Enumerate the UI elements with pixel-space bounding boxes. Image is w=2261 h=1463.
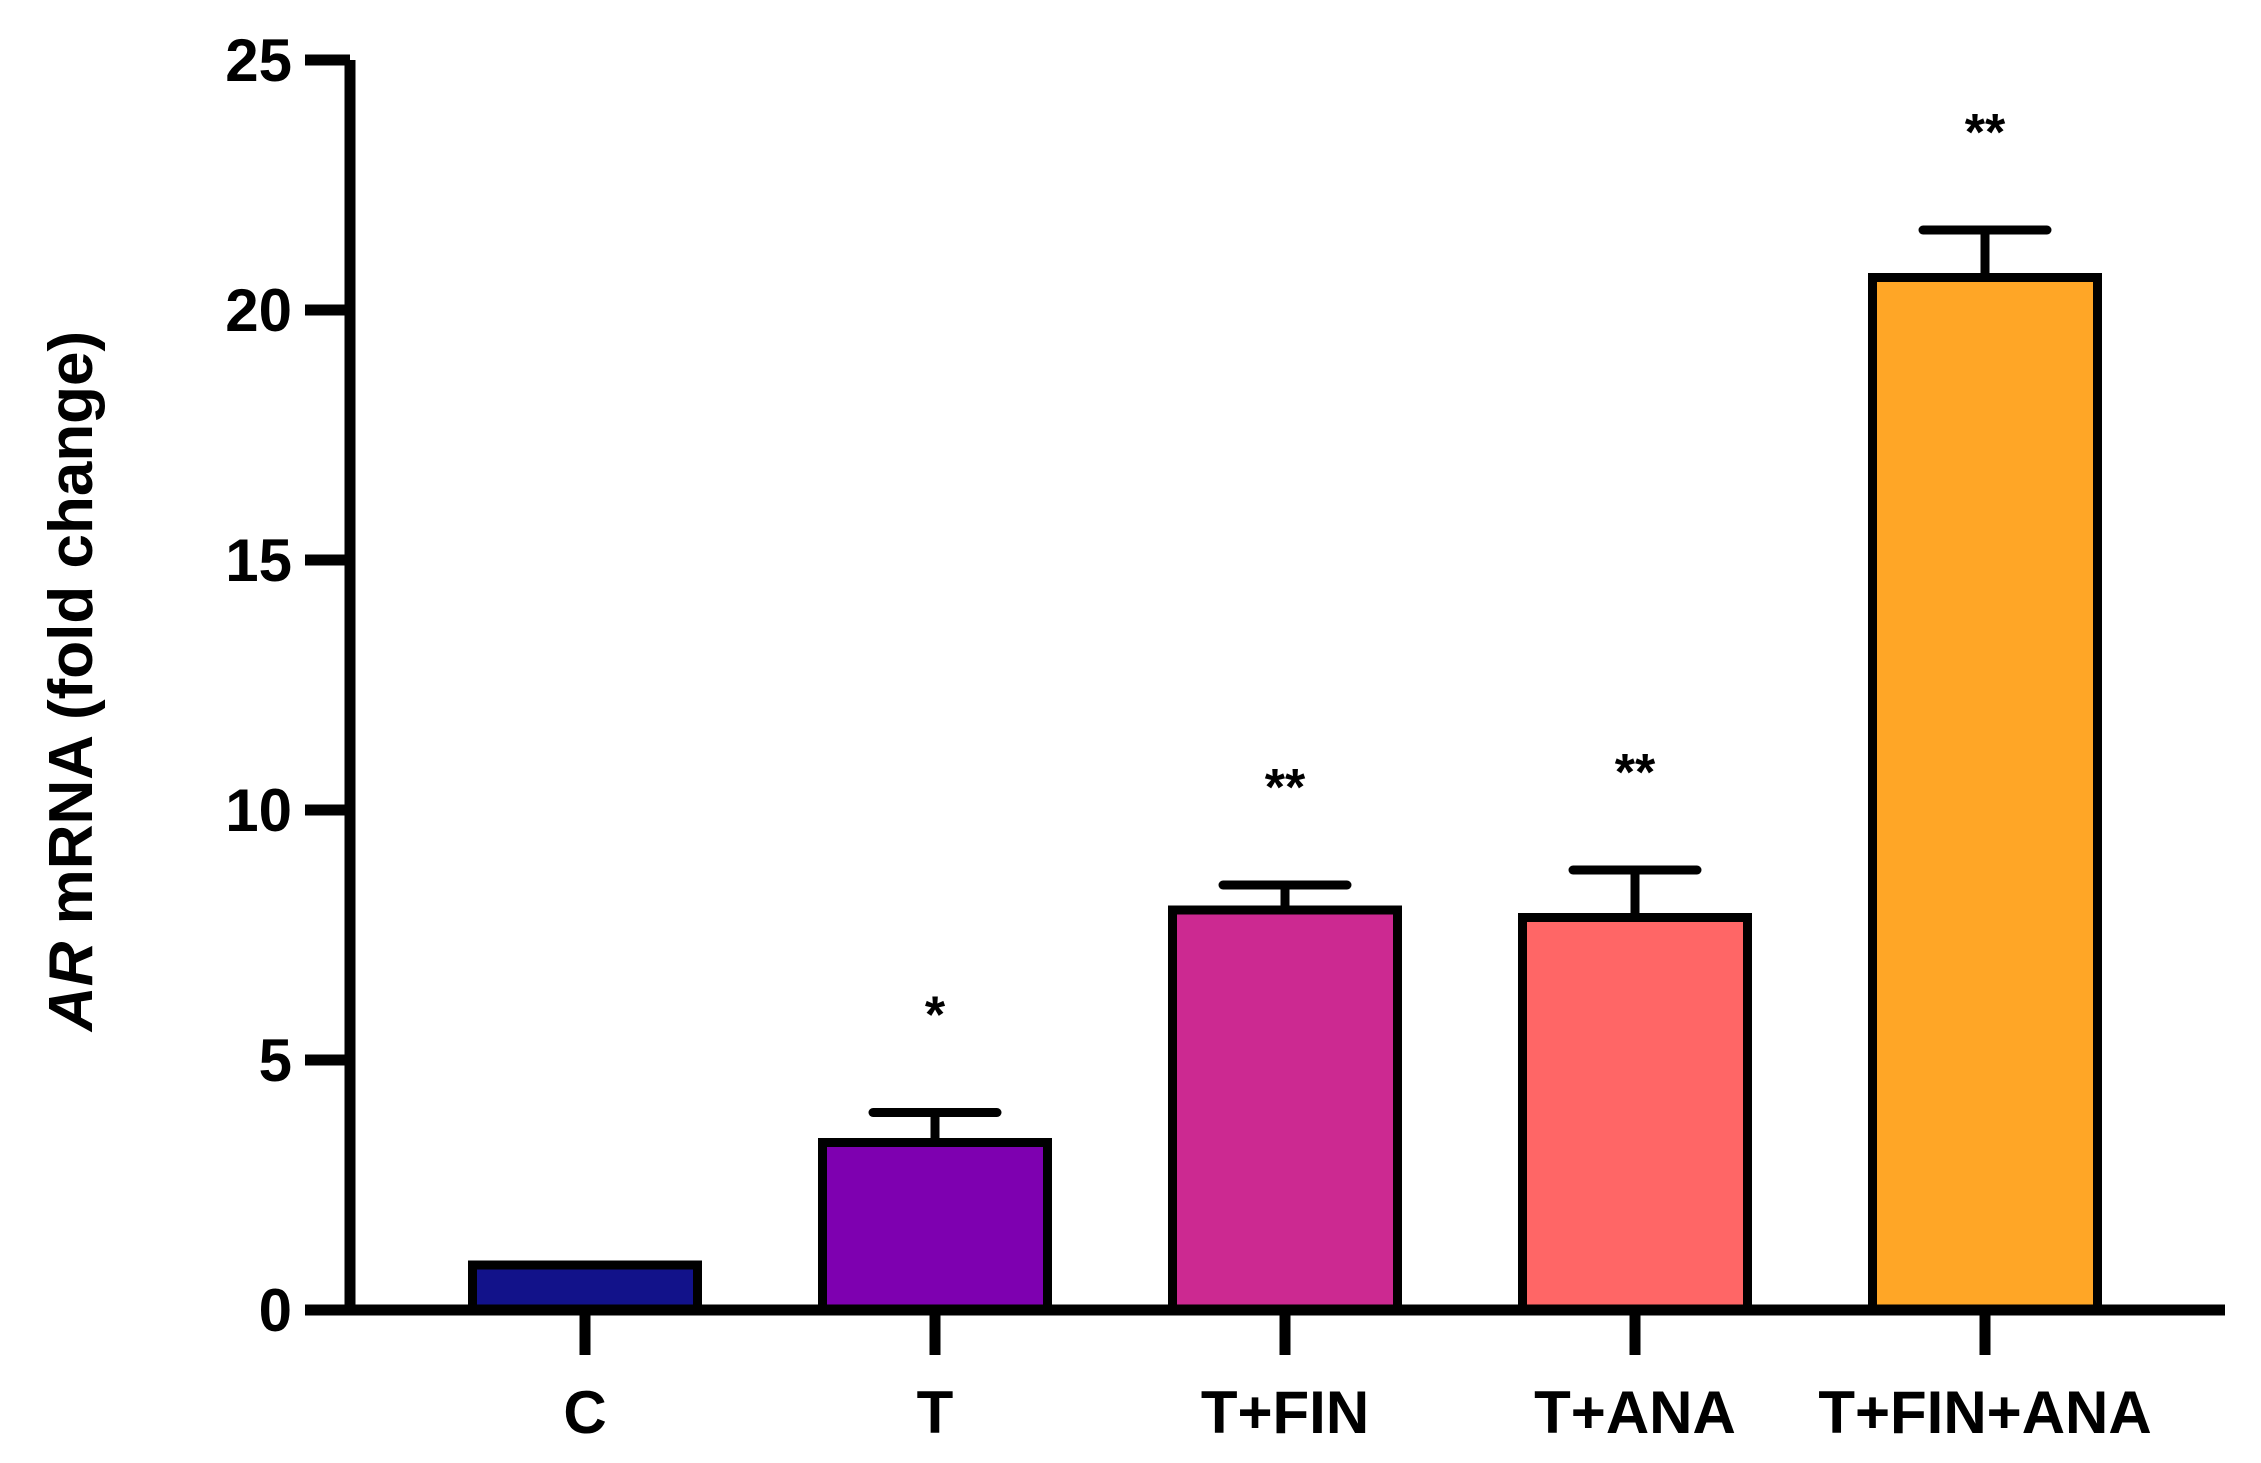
y-tick-label-3: 15 (225, 527, 292, 594)
y-axis-label-text: mRNA (fold change) (37, 331, 106, 942)
bars-layer (468, 225, 2102, 1315)
svg-text:AR mRNA (fold change): AR mRNA (fold change) (37, 331, 106, 1033)
y-tick-label-5: 25 (225, 27, 292, 94)
bar-1 (818, 1138, 1052, 1315)
axes-layer (305, 54, 2225, 1355)
y-tick-label-4: 20 (225, 277, 292, 344)
y-tick-label-2: 10 (225, 777, 292, 844)
bar-2 (1168, 905, 1402, 1315)
labels-layer: C * T ** T+FIN ** T+ANA ** T+FIN+ANA 0 5 10 15 20 25 (225, 27, 2151, 1446)
x-tick-label-1: T (917, 1379, 954, 1446)
significance-label-3: ** (1615, 744, 1656, 802)
x-tick-label-0: C (563, 1379, 606, 1446)
bar-4 (1868, 273, 2102, 1315)
x-tick-label-3: T+ANA (1534, 1379, 1736, 1446)
significance-label-4: ** (1965, 104, 2006, 162)
x-tick-label-2: T+FIN (1201, 1379, 1369, 1446)
y-tick-label-0: 0 (259, 1277, 292, 1344)
x-tick-label-4: T+FIN+ANA (1818, 1379, 2151, 1446)
significance-label-2: ** (1265, 759, 1306, 817)
bar-0 (468, 1260, 702, 1315)
y-axis-label-italic: AR (37, 941, 106, 1033)
bar-3 (1518, 913, 1752, 1315)
significance-label-1: * (925, 987, 946, 1045)
y-axis-label: AR mRNA (fold change) (37, 331, 106, 1033)
y-tick-label-1: 5 (259, 1027, 292, 1094)
